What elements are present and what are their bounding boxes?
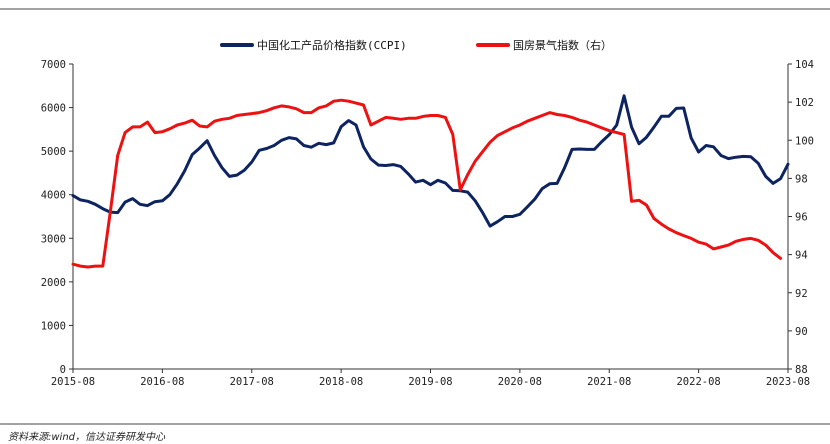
left-tick-label: 1000	[41, 320, 66, 332]
x-tick-label: 2018-08	[319, 376, 363, 388]
x-tick-label: 2015-08	[51, 376, 95, 388]
right-tick-label: 90	[795, 326, 808, 338]
x-tick-label: 2017-08	[230, 376, 274, 388]
x-axis: 2015-08 2016-08 2017-08 2018-08 2019-08 2020-…	[51, 369, 810, 388]
series-layer	[71, 94, 790, 269]
legend-label-ccpi: 中国化工产品价格指数(CCPI)	[257, 38, 407, 52]
right-tick-label: 92	[795, 288, 808, 300]
chart-legend: 中国化工产品价格指数(CCPI) 国房景气指数（右）	[220, 38, 612, 52]
left-tick-label: 2000	[41, 277, 66, 289]
ccpi-series-line	[71, 94, 790, 228]
left-tick-label: 3000	[41, 233, 66, 245]
right-y-axis: 88 90 92 94 96 98 100 102 104	[788, 59, 814, 376]
legend-label-housing: 国房景气指数（右）	[513, 38, 612, 52]
right-tick-label: 96	[795, 212, 808, 224]
right-tick-label: 94	[795, 250, 808, 262]
left-tick-label: 5000	[41, 146, 66, 158]
right-tick-label: 100	[795, 135, 814, 147]
plot-area	[72, 64, 789, 370]
x-tick-label: 2021-08	[587, 376, 631, 388]
right-tick-label: 102	[795, 97, 814, 109]
right-tick-label: 98	[795, 173, 808, 185]
left-tick-label: 6000	[41, 103, 66, 115]
left-tick-label: 7000	[41, 59, 66, 71]
x-tick-label: 2016-08	[140, 376, 184, 388]
x-tick-label: 2023-08	[766, 376, 810, 388]
left-y-axis: 0 1000 2000 3000 4000 5000 6000 7000	[41, 59, 73, 376]
source-note: 资料来源:wind，信达证券研发中心	[8, 432, 166, 443]
x-tick-label: 2019-08	[408, 376, 452, 388]
right-tick-label: 88	[795, 364, 808, 376]
left-tick-label: 4000	[41, 190, 66, 202]
x-tick-label: 2020-08	[498, 376, 542, 388]
x-tick-label: 2022-08	[676, 376, 720, 388]
right-tick-label: 104	[795, 59, 814, 71]
housing-index-series-line	[71, 98, 783, 269]
left-tick-label: 0	[60, 364, 66, 376]
